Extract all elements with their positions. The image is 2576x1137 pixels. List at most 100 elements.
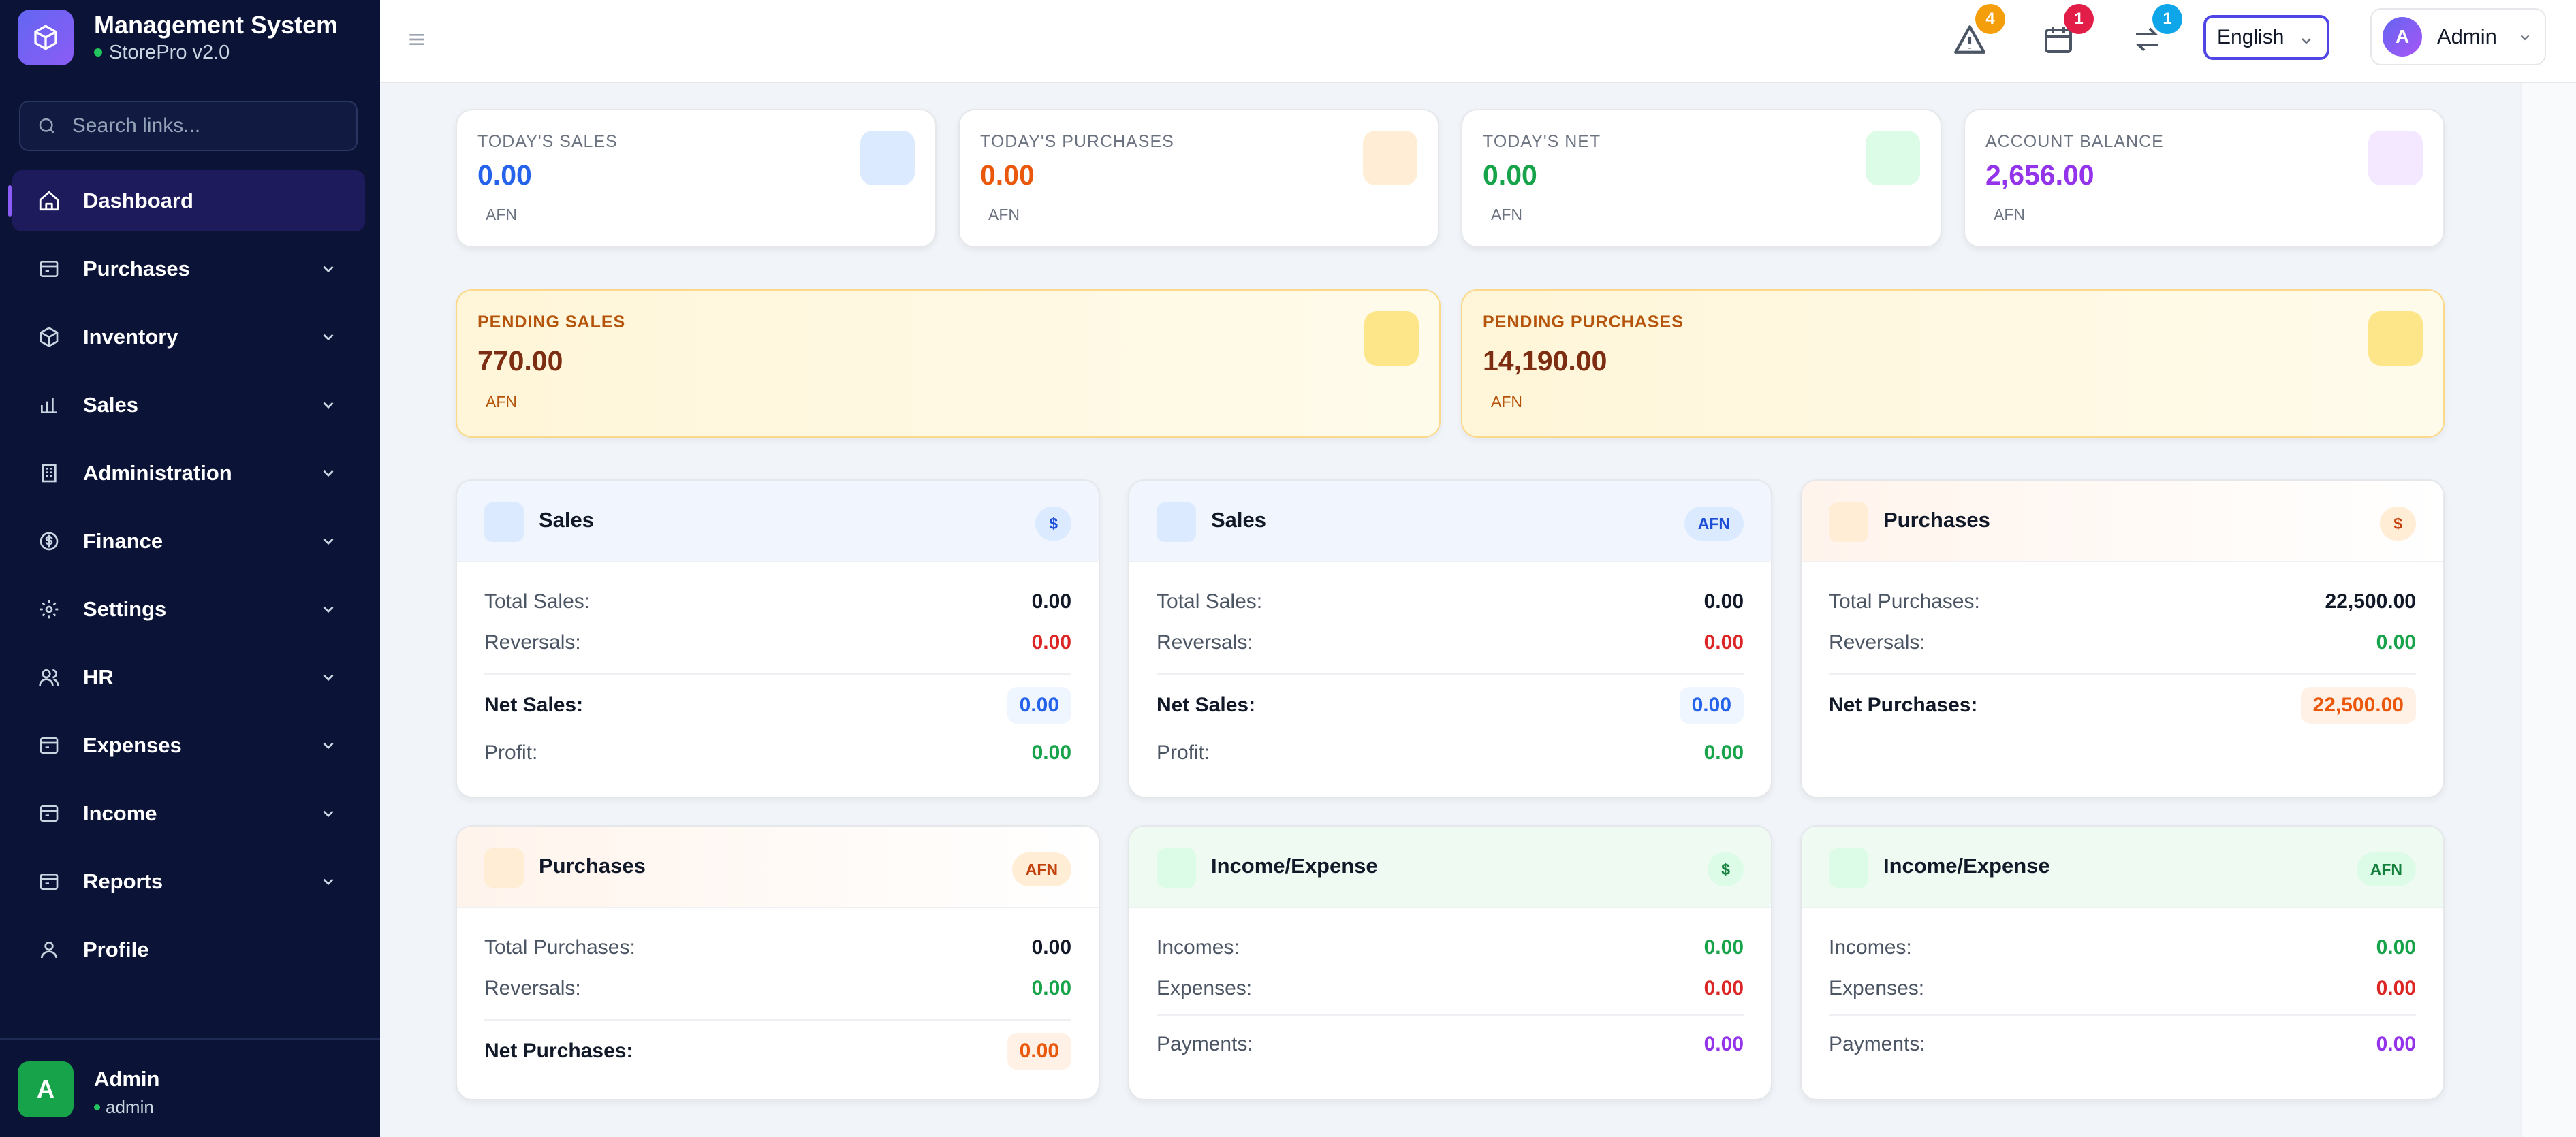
chevron-down-icon: [319, 736, 338, 755]
sidebar-item-administration[interactable]: Administration: [12, 443, 365, 504]
summary-card-purchases-usd[interactable]: Purchases $ Total Purchases: 22,500.00 Re…: [1800, 479, 2445, 798]
summary-title: Income/Expense: [1211, 854, 1378, 878]
warning-icon: [1954, 25, 1985, 54]
calendar-badge: 1: [2064, 4, 2094, 34]
sidebar-item-reports[interactable]: Reports: [12, 851, 365, 912]
status-dot: [94, 1104, 100, 1110]
sidebar-nav: Dashboard Purchases Inventory Sales Admi…: [8, 170, 365, 987]
stat-value: 0.00: [477, 159, 532, 191]
chevron-down-icon: [319, 396, 338, 415]
stat-card-today-net[interactable]: TODAY'S NET 0.00 AFN: [1461, 109, 1942, 248]
language-value: English: [2217, 26, 2284, 48]
stat-currency: AFN: [486, 393, 517, 411]
summary-row-expenses: Expenses: 0.00: [1157, 977, 1744, 999]
summary-card-income-afn[interactable]: Income/Expense AFN Incomes: 0.00 Expenses…: [1800, 825, 2445, 1100]
summary-row-profit: Profit: 0.00: [1157, 741, 1744, 764]
stat-label: PENDING SALES: [477, 313, 626, 332]
summary-row-reversals: Reversals: 0.00: [484, 631, 1071, 654]
sales-stat-icon: [860, 131, 915, 185]
sidebar-user-name: Admin: [94, 1067, 160, 1091]
stat-card-pending-purchases[interactable]: PENDING PURCHASES 14,190.00 AFN: [1461, 289, 2445, 438]
summary-card-income-usd[interactable]: Income/Expense $ Incomes: 0.00 Expenses: 0…: [1128, 825, 1772, 1100]
summary-row-reversals: Reversals: 0.00: [1829, 631, 2416, 654]
summary-title: Income/Expense: [1883, 854, 2050, 878]
chevron-down-icon: [319, 804, 338, 823]
sidebar-search[interactable]: [19, 101, 358, 151]
summary-title: Sales: [539, 508, 595, 532]
sidebar-item-label: Administration: [83, 461, 232, 485]
sidebar-item-finance[interactable]: Finance: [12, 511, 365, 572]
sidebar-user-role: admin: [94, 1097, 154, 1118]
user-name: Admin: [2437, 25, 2497, 48]
sidebar-item-label: Inventory: [83, 325, 178, 349]
sidebar-item-purchases[interactable]: Purchases: [12, 238, 365, 300]
summary-card-sales-usd[interactable]: Sales $ Total Sales: 0.00 Reversals: 0.00 …: [456, 479, 1100, 798]
summary-card-purchases-afn[interactable]: Purchases AFN Total Purchases: 0.00 Rever…: [456, 825, 1100, 1100]
stat-value: 770.00: [477, 345, 563, 377]
chevron-down-icon: [319, 600, 338, 619]
divider: [484, 1019, 1071, 1021]
summary-card-sales-afn[interactable]: Sales AFN Total Sales: 0.00 Reversals: 0.0…: [1128, 479, 1772, 798]
language-select[interactable]: English: [2203, 15, 2329, 60]
sidebar-item-hr[interactable]: HR: [12, 647, 365, 708]
sidebar-item-label: Settings: [83, 597, 167, 621]
user-icon: [37, 938, 61, 962]
summary-row-net: Net Sales: 0.00: [484, 687, 1071, 724]
building-icon: [37, 461, 61, 485]
search-input[interactable]: [72, 114, 356, 138]
sidebar-item-sales[interactable]: Sales: [12, 374, 365, 436]
sidebar-item-label: Purchases: [83, 257, 190, 281]
income-expense-icon: [1157, 848, 1196, 888]
menu-toggle-button[interactable]: [403, 26, 430, 53]
sidebar-item-label: Reports: [83, 869, 163, 893]
sidebar-item-settings[interactable]: Settings: [12, 579, 365, 640]
purchases-icon: [37, 257, 61, 281]
summary-row-reversals: Reversals: 0.00: [484, 977, 1071, 999]
search-icon: [39, 118, 54, 133]
sidebar-item-inventory[interactable]: Inventory: [12, 306, 365, 368]
income-expense-icon: [1829, 848, 1868, 888]
summary-row-expenses: Expenses: 0.00: [1829, 977, 2416, 999]
summary-row-net: Net Purchases: 0.00: [484, 1033, 1071, 1070]
sidebar-user[interactable]: A Admin admin: [0, 1038, 380, 1137]
stat-card-pending-sales[interactable]: PENDING SALES 770.00 AFN: [456, 289, 1441, 438]
stat-label: PENDING PURCHASES: [1483, 313, 1684, 332]
summary-card-header: Sales AFN: [1129, 481, 1771, 562]
sidebar-item-label: Dashboard: [83, 189, 193, 212]
status-dot: [94, 48, 102, 57]
sidebar-item-profile[interactable]: Profile: [12, 919, 365, 980]
chevron-down-icon: [319, 532, 338, 551]
summary-row-payments: Payments: 0.00: [1829, 1033, 2416, 1055]
currency-badge: AFN: [1684, 507, 1744, 541]
sidebar-item-label: Finance: [83, 529, 163, 553]
sidebar-item-income[interactable]: Income: [12, 783, 365, 844]
stat-currency: AFN: [988, 206, 1020, 223]
transfers-button[interactable]: 1: [2126, 4, 2182, 60]
dollar-icon: [37, 529, 61, 554]
chevron-down-icon: [319, 668, 338, 687]
transfers-badge: 1: [2152, 4, 2182, 34]
net-stat-icon: [1866, 131, 1920, 185]
brand[interactable]: Management System StorePro v2.0: [18, 10, 338, 65]
chevron-down-icon: [319, 327, 338, 347]
transfer-arrows-icon: [2135, 27, 2158, 52]
calendar-button[interactable]: 1: [2038, 4, 2094, 60]
alerts-button[interactable]: 4: [1949, 4, 2005, 60]
summary-title: Purchases: [1883, 508, 1990, 532]
chevron-down-icon: [2298, 31, 2314, 54]
currency-badge: AFN: [1011, 852, 1071, 886]
sidebar-item-dashboard[interactable]: Dashboard: [8, 170, 365, 231]
expenses-icon: [37, 733, 61, 758]
stat-card-today-sales[interactable]: TODAY'S SALES 0.00 AFN: [456, 109, 937, 248]
gear-icon: [37, 597, 61, 622]
stat-card-today-purchases[interactable]: TODAY'S PURCHASES 0.00 AFN: [958, 109, 1439, 248]
stat-label: TODAY'S NET: [1483, 132, 1601, 151]
stat-label: ACCOUNT BALANCE: [1985, 132, 2164, 151]
avatar: A: [2383, 17, 2422, 57]
sidebar: Management System StorePro v2.0 Dashboar…: [0, 0, 380, 1137]
sidebar-item-expenses[interactable]: Expenses: [12, 715, 365, 776]
stat-card-account-balance[interactable]: ACCOUNT BALANCE 2,656.00 AFN: [1964, 109, 2445, 248]
purchases-stat-icon: [1363, 131, 1417, 185]
user-menu-button[interactable]: A Admin: [2370, 8, 2546, 65]
summary-row-total: Total Sales: 0.00: [484, 590, 1071, 613]
